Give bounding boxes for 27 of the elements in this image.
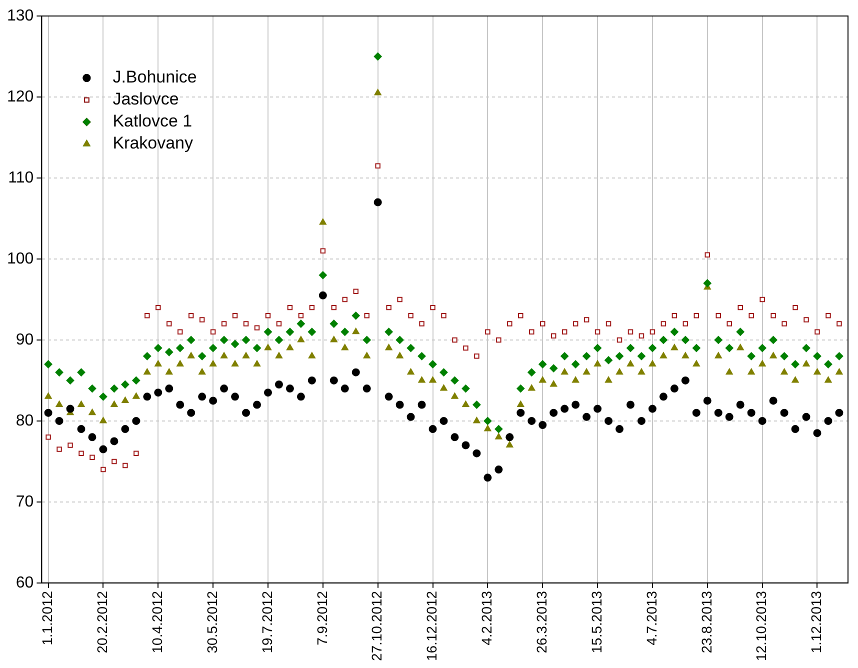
y-tick-label: 110 [8, 169, 34, 186]
y-tick-label: 90 [16, 331, 34, 348]
y-tick-label: 70 [16, 493, 34, 510]
x-tick-label: 30.5.2012 [204, 590, 220, 654]
legend-label: Jaslovce [112, 90, 179, 109]
y-tick-label: 80 [16, 412, 34, 430]
y-tick-label: 60 [16, 574, 34, 592]
legend-label: Krakovany [112, 134, 194, 153]
y-tick-label: 130 [6, 7, 34, 24]
x-tick-label: 1.1.2012 [39, 590, 56, 646]
x-tick-label: 10.4.2012 [148, 590, 165, 654]
x-tick-label: 12.10.2013 [753, 590, 770, 662]
y-tick-label: 100 [6, 250, 34, 268]
x-tick-label: 16.12.2012 [424, 590, 440, 662]
x-tick-label: 1.12.2013 [808, 590, 824, 654]
y-tick-label: 120 [6, 88, 34, 106]
x-tick-label: 26.3.2013 [533, 590, 550, 654]
x-tick-label: 23.8.2013 [698, 590, 714, 654]
x-tick-label: 27.10.2012 [368, 590, 385, 662]
x-tick-label: 4.7.2013 [643, 590, 660, 646]
x-tick-label: 4.2.2013 [478, 590, 495, 646]
x-tick-label: 7.9.2012 [314, 590, 330, 646]
legend-label: J.Bohunice [112, 68, 197, 87]
x-tick-label: 19.7.2012 [258, 590, 275, 654]
legend-label: Katlovce 1 [112, 112, 192, 131]
x-tick-label: 15.5.2013 [588, 590, 604, 654]
x-tick-label: 20.2.2012 [94, 590, 110, 654]
